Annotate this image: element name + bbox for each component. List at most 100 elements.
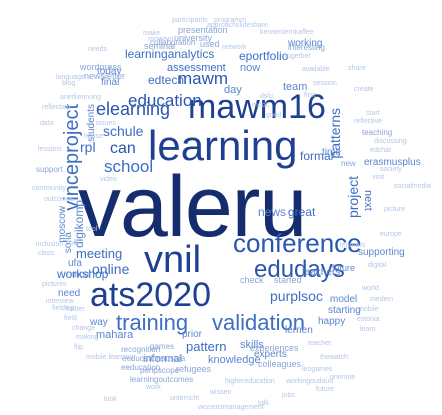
word: society [380,166,402,173]
word: dslu [260,93,273,100]
word: great [288,205,316,219]
word: lessons [38,146,62,153]
word: network [222,44,247,51]
word: needs [88,46,108,53]
word: twitter [66,306,85,313]
word: field [64,315,77,322]
word: reflective [354,118,383,125]
word: valeru [78,159,307,255]
word: recognition [121,345,161,354]
word: together [285,53,311,60]
word: future [332,263,356,273]
word: news [258,205,287,219]
word: mawm [178,69,229,88]
word: blog [62,80,76,87]
word: edchat [370,147,392,154]
word: wissen [210,389,232,396]
word: change [72,325,95,332]
word: rpl [80,139,96,155]
word: started [274,275,302,285]
word: house [84,133,104,140]
word: vinceproject [61,104,83,211]
word: estonia [357,316,380,323]
word: validation [212,310,305,335]
word: mcu [72,269,90,279]
word: europe [380,231,402,238]
word: picture [384,206,406,213]
word: training [116,310,189,335]
word: leogames [302,366,333,373]
word: knowledge [208,354,261,366]
word: edtech [148,73,185,87]
word: pictures [42,281,67,288]
word: flip [74,344,83,351]
word: today [97,66,122,77]
word: time [322,147,341,158]
word: school [104,157,154,176]
word: experiences [250,343,299,353]
word: digital [368,262,387,269]
word: making [76,334,99,341]
word: thewatch [320,354,349,361]
word: eeducation [121,363,161,372]
word: seminar [144,41,177,51]
word: way [90,317,108,328]
word: used [200,39,220,49]
word: workingoutloud [286,378,334,385]
word: cool [66,240,79,247]
word: formal [300,149,334,163]
word: informal [143,353,183,365]
word: prior [182,329,203,340]
word: discussing [374,138,407,145]
word: refugees [176,364,212,374]
word: data [40,120,54,127]
word: wordpress [80,62,122,72]
word: inclusion [36,241,64,248]
word: learning [148,122,298,169]
word: team [283,81,308,93]
word: medien [370,296,393,303]
word: teaching [362,128,393,137]
word: wissensmanagement [198,404,264,411]
word: first [304,92,316,99]
word: model [330,294,358,305]
word: teacher [308,340,332,347]
word: workshop [57,267,109,281]
word: purplsoc [270,288,323,304]
word: start [366,110,380,117]
word: now [240,62,261,74]
word: pattern [186,339,227,354]
word: eportfolio [239,49,289,63]
word: interesting [288,43,325,52]
word: anerkennung [60,94,101,101]
word: need [58,288,81,299]
word: unterricht [170,395,200,402]
word: tool [86,226,98,233]
word: outcomes [44,196,75,203]
word: visit [372,174,385,181]
word: highereducation [225,378,275,385]
word: reflection [42,104,71,111]
word: programm [214,17,246,24]
word: mobile learning [86,354,134,361]
word: learn [360,326,376,333]
word: university [174,33,213,43]
word: interview [46,298,74,305]
word: socialmedia [394,183,431,190]
word: ufa [68,258,82,269]
word: learninganalytics [125,47,215,61]
word: games [150,342,175,351]
word: share [348,65,366,72]
word: experts [254,349,287,360]
word: video [100,176,117,183]
word: mahara [96,329,134,341]
word: future [316,386,334,393]
word: starting [328,305,361,316]
word: support [36,165,63,174]
word: next [362,190,374,211]
word: issues [96,120,116,127]
word: meeting [76,246,123,261]
word: language [56,74,85,81]
word: fieldtrip [52,305,75,312]
